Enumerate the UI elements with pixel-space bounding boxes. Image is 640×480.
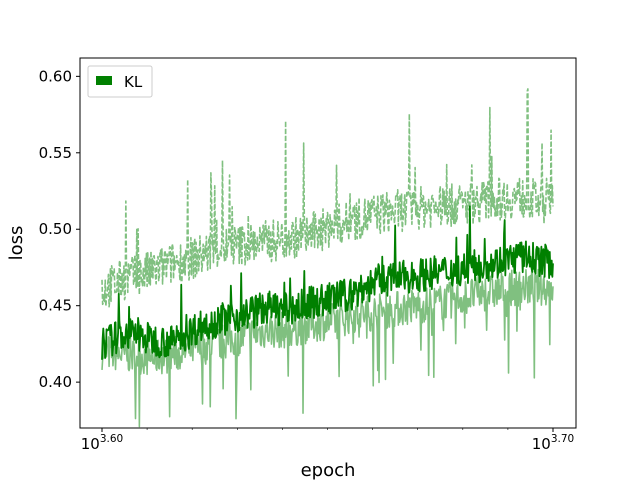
y-tick-label: 0.45: [39, 297, 72, 315]
series-kl-mean-line: [101, 205, 554, 360]
legend-swatch-kl: [96, 76, 112, 85]
plot-area: [101, 88, 554, 428]
legend-box: [87, 65, 153, 98]
y-axis-label: loss: [6, 226, 27, 261]
x-tick-label: 103.60: [81, 433, 123, 453]
y-axis: 0.40 0.45 0.50 0.55 0.60: [39, 67, 80, 391]
legend: KL: [87, 65, 153, 98]
y-tick-label: 0.40: [39, 373, 72, 391]
x-axis: 103.60 103.70: [81, 428, 574, 453]
y-tick-label: 0.60: [39, 67, 72, 85]
series-upper-band-line: [101, 88, 554, 308]
axes-frame: [79, 57, 577, 429]
x-axis-label: epoch: [301, 460, 356, 480]
x-tick-label: 103.70: [532, 433, 574, 453]
series-lower-band-line: [101, 268, 554, 428]
y-tick-label: 0.50: [39, 220, 72, 238]
y-tick-label: 0.55: [39, 144, 72, 162]
legend-label-kl: KL: [124, 73, 143, 91]
